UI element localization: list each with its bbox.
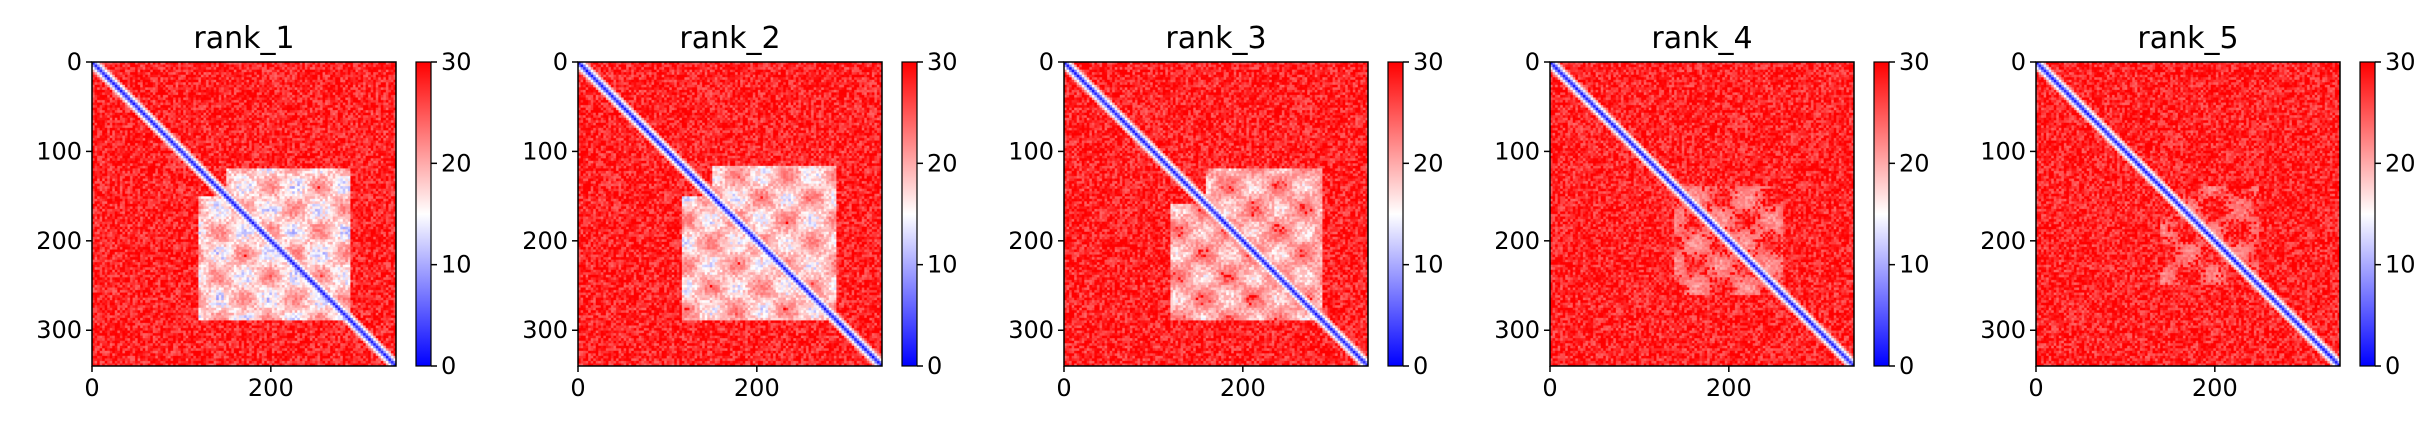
heatmap-chart: rank_3 0 200 0 100 200 300 0 10 20 30 (1008, 21, 1444, 402)
heatmap-cells (578, 62, 882, 366)
chart-title: rank_3 (1165, 21, 1266, 56)
colorbar (415, 61, 432, 367)
x-tick-label: 200 (1220, 374, 1266, 402)
y-tick-label: 100 (1008, 137, 1054, 165)
heatmap-chart: rank_4 0 200 0 100 200 300 0 10 20 30 (1494, 21, 1930, 402)
y-tick-label: 100 (1494, 137, 1540, 165)
x-tick-label: 0 (1056, 374, 1071, 402)
y-tick-label: 300 (36, 316, 82, 344)
panel-rank-2: rank_2 0 200 0 100 200 300 0 10 20 30 (486, 0, 972, 432)
colorbar-tick-label: 30 (1413, 48, 1444, 76)
x-tick-label: 200 (248, 374, 294, 402)
colorbar-tick-label: 0 (1413, 352, 1428, 380)
colorbar-tick-label: 30 (927, 48, 958, 76)
axes-frame (1549, 61, 1855, 367)
chart-title: rank_1 (193, 21, 294, 56)
y-tick-label: 200 (36, 227, 82, 255)
colorbar (2359, 61, 2376, 367)
heatmap-cells (1550, 62, 1854, 366)
colorbar-tick-label: 30 (441, 48, 472, 76)
heatmap-cells (1064, 62, 1368, 366)
axes-frame (91, 61, 397, 367)
y-tick-label: 300 (1008, 316, 1054, 344)
y-tick-label: 300 (1980, 316, 2026, 344)
x-tick-label: 0 (1542, 374, 1557, 402)
colorbar-tick-label: 0 (441, 352, 456, 380)
heatmap-chart: rank_5 0 200 0 100 200 300 0 10 20 30 (1980, 21, 2416, 402)
panel-rank-5: rank_5 0 200 0 100 200 300 0 10 20 30 (1944, 0, 2428, 432)
y-tick-label: 0 (67, 48, 82, 76)
colorbar-tick-label: 10 (1899, 251, 1930, 279)
colorbar-tick-label: 20 (1899, 149, 1930, 177)
colorbar-tick-label: 10 (441, 251, 472, 279)
colorbar-tick-label: 10 (1413, 251, 1444, 279)
colorbar-tick-label: 10 (2385, 251, 2416, 279)
y-tick-label: 100 (36, 137, 82, 165)
axes-frame (1063, 61, 1369, 367)
y-tick-label: 100 (1980, 137, 2026, 165)
y-tick-label: 300 (522, 316, 568, 344)
x-tick-label: 0 (2028, 374, 2043, 402)
panel-rank-4: rank_4 0 200 0 100 200 300 0 10 20 30 (1458, 0, 1944, 432)
colorbar-tick-label: 0 (2385, 352, 2400, 380)
colorbar-tick-label: 10 (927, 251, 958, 279)
y-tick-label: 200 (522, 227, 568, 255)
y-tick-label: 300 (1494, 316, 1540, 344)
colorbar-tick-label: 20 (2385, 149, 2416, 177)
y-tick-label: 0 (1039, 48, 1054, 76)
colorbar (1873, 61, 1890, 367)
heatmap-cells (2036, 62, 2340, 366)
x-tick-label: 200 (2192, 374, 2238, 402)
colorbar-tick-label: 0 (927, 352, 942, 380)
y-tick-label: 200 (1494, 227, 1540, 255)
colorbar-tick-label: 20 (1413, 149, 1444, 177)
colorbar-tick-label: 20 (927, 149, 958, 177)
chart-title: rank_4 (1651, 21, 1752, 56)
axes-frame (577, 61, 883, 367)
axes-frame (2035, 61, 2341, 367)
y-tick-label: 0 (553, 48, 568, 76)
x-tick-label: 0 (570, 374, 585, 402)
colorbar-tick-label: 20 (441, 149, 472, 177)
heatmap-chart: rank_1 0 200 0 100 200 300 0 10 20 30 (36, 21, 472, 402)
heatmap-cells (92, 62, 396, 366)
y-tick-label: 200 (1008, 227, 1054, 255)
panel-rank-3: rank_3 0 200 0 100 200 300 0 10 20 30 (972, 0, 1458, 432)
chart-title: rank_2 (679, 21, 780, 56)
heatmap-chart: rank_2 0 200 0 100 200 300 0 10 20 30 (522, 21, 958, 402)
y-tick-label: 100 (522, 137, 568, 165)
x-tick-label: 0 (84, 374, 99, 402)
x-tick-label: 200 (734, 374, 780, 402)
y-tick-label: 0 (2011, 48, 2026, 76)
colorbar-tick-label: 30 (1899, 48, 1930, 76)
colorbar-tick-label: 0 (1899, 352, 1914, 380)
panel-rank-1: rank_1 0 200 0 100 200 300 0 10 20 30 (0, 0, 486, 432)
colorbar (1387, 61, 1404, 367)
y-tick-label: 200 (1980, 227, 2026, 255)
colorbar (901, 61, 918, 367)
x-tick-label: 200 (1706, 374, 1752, 402)
colorbar-tick-label: 30 (2385, 48, 2416, 76)
chart-title: rank_5 (2137, 21, 2238, 56)
y-tick-label: 0 (1525, 48, 1540, 76)
